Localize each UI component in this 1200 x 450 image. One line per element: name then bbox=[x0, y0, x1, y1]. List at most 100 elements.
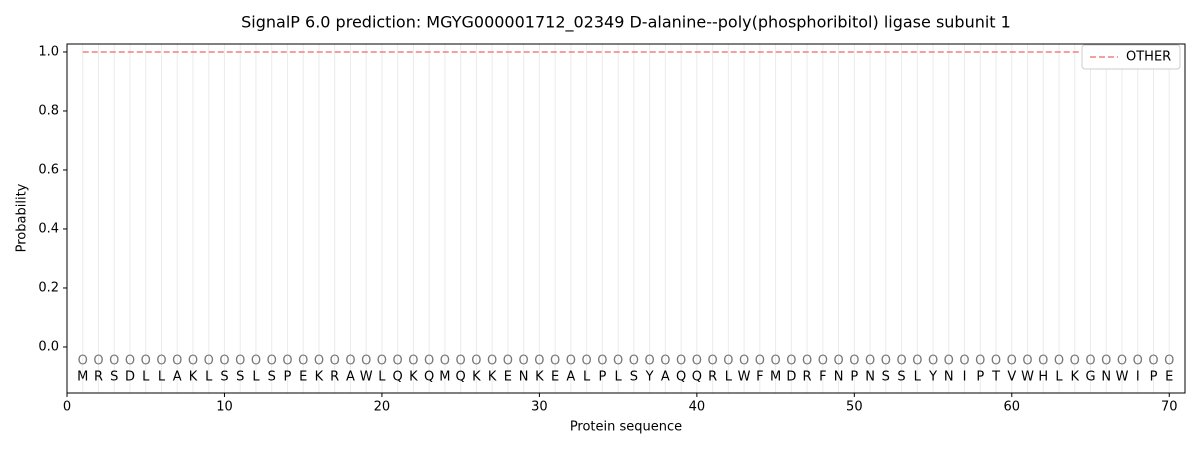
x-tick-label: 20 bbox=[374, 400, 391, 415]
x-axis-label: Protein sequence bbox=[570, 420, 682, 435]
residue-label: I bbox=[963, 370, 967, 385]
predicted-label: O bbox=[282, 354, 292, 369]
predicted-label: O bbox=[393, 354, 403, 369]
predicted-label: O bbox=[456, 354, 466, 369]
predicted-label: O bbox=[188, 354, 198, 369]
predicted-label: O bbox=[550, 354, 560, 369]
predicted-label: O bbox=[361, 354, 371, 369]
chart-title: SignalP 6.0 prediction: MGYG000001712_02… bbox=[241, 13, 1011, 33]
residue-label: K bbox=[315, 370, 324, 385]
predicted-label: O bbox=[251, 354, 261, 369]
predicted-label: O bbox=[440, 354, 450, 369]
predicted-label: O bbox=[739, 354, 749, 369]
residue-label: L bbox=[252, 370, 260, 385]
y-tick-label: 0.4 bbox=[38, 221, 59, 236]
residue-label: W bbox=[1116, 370, 1129, 385]
residue-label: L bbox=[142, 370, 150, 385]
predicted-label: O bbox=[849, 354, 859, 369]
predicted-label: O bbox=[204, 354, 214, 369]
predicted-label: O bbox=[1007, 354, 1017, 369]
residue-label: N bbox=[944, 370, 954, 385]
predicted-label: O bbox=[156, 354, 166, 369]
residue-label: D bbox=[786, 370, 796, 385]
predicted-label: O bbox=[345, 354, 355, 369]
predicted-label: O bbox=[172, 354, 182, 369]
predicted-label: O bbox=[267, 354, 277, 369]
predicted-label: O bbox=[1148, 354, 1158, 369]
predicted-label: O bbox=[1038, 354, 1048, 369]
predicted-label: O bbox=[235, 354, 245, 369]
residue-label: L bbox=[615, 370, 623, 385]
residue-label: A bbox=[566, 370, 575, 385]
predicted-label: O bbox=[818, 354, 828, 369]
residue-label: P bbox=[598, 370, 606, 385]
residue-label: H bbox=[1038, 370, 1048, 385]
predicted-label: O bbox=[975, 354, 985, 369]
predicted-label: O bbox=[503, 354, 513, 369]
residue-label: S bbox=[220, 370, 228, 385]
residue-label: I bbox=[1136, 370, 1140, 385]
residue-label: S bbox=[882, 370, 890, 385]
residue-label: S bbox=[110, 370, 118, 385]
predicted-label: O bbox=[487, 354, 497, 369]
residue-label: E bbox=[299, 370, 307, 385]
residue-label: L bbox=[914, 370, 922, 385]
predicted-label: O bbox=[298, 354, 308, 369]
y-tick-label: 0.8 bbox=[38, 103, 59, 118]
predicted-label: O bbox=[881, 354, 891, 369]
predicted-label: O bbox=[865, 354, 875, 369]
predicted-label: O bbox=[613, 354, 623, 369]
y-tick-label: 0.0 bbox=[38, 339, 59, 354]
predicted-label: O bbox=[1117, 354, 1127, 369]
predicted-label: O bbox=[1070, 354, 1080, 369]
residue-label: R bbox=[803, 370, 812, 385]
x-tick-label: 50 bbox=[846, 400, 863, 415]
residue-label: L bbox=[583, 370, 591, 385]
x-tick-label: 10 bbox=[216, 400, 233, 415]
residue-label: K bbox=[409, 370, 418, 385]
plot-frame bbox=[66, 43, 1186, 394]
predicted-label: O bbox=[566, 354, 576, 369]
residue-label: N bbox=[519, 370, 529, 385]
predicted-label: O bbox=[676, 354, 686, 369]
residue-label: Y bbox=[645, 370, 654, 385]
predicted-label: O bbox=[928, 354, 938, 369]
residue-label: K bbox=[189, 370, 198, 385]
y-axis-label: Probability bbox=[15, 183, 30, 252]
predicted-label: O bbox=[912, 354, 922, 369]
residue-label: A bbox=[173, 370, 182, 385]
predicted-label: O bbox=[1101, 354, 1111, 369]
predicted-label: O bbox=[377, 354, 387, 369]
residue-label: W bbox=[360, 370, 373, 385]
residue-label: L bbox=[205, 370, 213, 385]
predicted-label: O bbox=[109, 354, 119, 369]
x-tick-label: 70 bbox=[1161, 400, 1178, 415]
residue-label: M bbox=[770, 370, 781, 385]
residue-label: R bbox=[330, 370, 339, 385]
y-tick-label: 0.2 bbox=[38, 280, 59, 295]
predicted-label: O bbox=[802, 354, 812, 369]
x-tick-label: 60 bbox=[1004, 400, 1021, 415]
predicted-label: O bbox=[78, 354, 88, 369]
residue-label: L bbox=[725, 370, 733, 385]
predicted-label: O bbox=[534, 354, 544, 369]
x-tick-label: 0 bbox=[63, 400, 71, 415]
y-tick-label: 1.0 bbox=[38, 44, 59, 59]
predicted-label: O bbox=[959, 354, 969, 369]
residue-label: F bbox=[756, 370, 763, 385]
x-tick-label: 40 bbox=[689, 400, 706, 415]
predicted-label: O bbox=[896, 354, 906, 369]
predicted-label: O bbox=[723, 354, 733, 369]
residue-label: L bbox=[378, 370, 386, 385]
predicted-label: O bbox=[471, 354, 481, 369]
residue-label: Q bbox=[393, 370, 403, 385]
residue-label: P bbox=[1150, 370, 1158, 385]
predicted-label: O bbox=[597, 354, 607, 369]
residue-label: E bbox=[504, 370, 512, 385]
predicted-label: O bbox=[1054, 354, 1064, 369]
predicted-label: O bbox=[1022, 354, 1032, 369]
predicted-label: O bbox=[786, 354, 796, 369]
predicted-label: O bbox=[519, 354, 529, 369]
residue-label: K bbox=[1071, 370, 1080, 385]
